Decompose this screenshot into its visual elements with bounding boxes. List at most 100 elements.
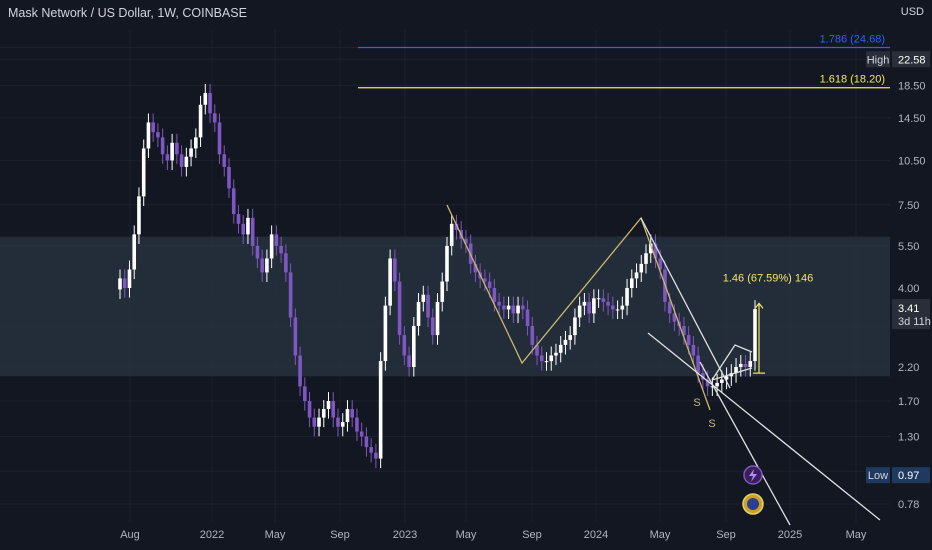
candle-body bbox=[710, 386, 715, 388]
trendline-lower-1 bbox=[647, 332, 881, 521]
candle-body bbox=[179, 154, 184, 167]
candle-body bbox=[691, 344, 696, 356]
candle-body bbox=[212, 113, 217, 123]
candle-body bbox=[615, 309, 620, 311]
candle-body bbox=[606, 301, 610, 306]
candle-body bbox=[321, 409, 326, 418]
candle-body bbox=[260, 258, 264, 273]
candle-body bbox=[355, 417, 359, 432]
price-tag-label: Low bbox=[868, 470, 888, 482]
currency-label[interactable]: USD bbox=[900, 6, 924, 18]
candle-body bbox=[407, 355, 411, 367]
candle-body bbox=[146, 122, 151, 149]
candle-body bbox=[336, 417, 340, 427]
price-tag-value-bg bbox=[892, 467, 930, 484]
y-tick-label: 0.78 bbox=[898, 499, 919, 511]
candle-body bbox=[246, 217, 250, 235]
candle-body bbox=[241, 223, 246, 235]
y-tick-label: 18.50 bbox=[898, 81, 926, 93]
candle-body bbox=[753, 309, 757, 362]
candle-body bbox=[402, 335, 407, 356]
candle-body bbox=[236, 214, 241, 224]
candle-body bbox=[516, 305, 520, 314]
candle-body bbox=[141, 148, 146, 197]
candle-body bbox=[132, 234, 137, 270]
candle-body bbox=[625, 287, 629, 306]
candle-body bbox=[298, 355, 302, 387]
pattern-annotation: S bbox=[693, 397, 700, 409]
candle-body bbox=[473, 263, 478, 273]
candle-body bbox=[629, 278, 634, 288]
candle-body bbox=[265, 258, 269, 273]
y-tick-label: 2.20 bbox=[898, 362, 919, 374]
candle-body bbox=[592, 298, 596, 314]
candle-body bbox=[317, 417, 321, 427]
candle-body bbox=[720, 379, 724, 383]
candle-body bbox=[288, 272, 293, 318]
candle-body bbox=[383, 305, 388, 362]
candle-body bbox=[160, 137, 165, 155]
candle-body bbox=[648, 243, 653, 254]
candle-body bbox=[506, 305, 511, 310]
time-axis[interactable]: Aug 2022 May Sep 2023 May Sep 2024 May Sep 2025 May bbox=[120, 529, 867, 541]
chart-title: Mask Network / US Dollar, 1W, COINBASE bbox=[8, 6, 247, 20]
price-tag-value: 0.97 bbox=[898, 470, 919, 482]
candle-body bbox=[293, 317, 298, 356]
candle-body bbox=[331, 401, 336, 418]
candle-body bbox=[549, 355, 554, 362]
candle-body bbox=[165, 154, 170, 161]
pattern-drawings: 1.46 (67.59%) 146 SS bbox=[446, 204, 881, 526]
candle-body bbox=[170, 142, 174, 161]
candle-body bbox=[653, 243, 658, 259]
last-price-value: 3.41 bbox=[898, 303, 919, 315]
candle-body bbox=[274, 234, 279, 246]
measure-label: 1.46 (67.59%) 146 bbox=[723, 272, 814, 284]
candle-body bbox=[544, 361, 549, 363]
candle-body bbox=[667, 301, 672, 314]
candle-body bbox=[672, 313, 677, 322]
candle-body bbox=[658, 258, 663, 270]
candle-body bbox=[454, 223, 459, 231]
candle-body bbox=[217, 122, 222, 155]
y-tick-label: 14.50 bbox=[898, 113, 926, 125]
price-tag-label-bg bbox=[866, 51, 890, 68]
candle-body bbox=[577, 305, 582, 318]
candle-body bbox=[374, 452, 378, 459]
candle-body bbox=[397, 281, 402, 336]
candle-body bbox=[748, 361, 753, 367]
support-resistance-zone bbox=[0, 236, 890, 377]
x-tick-label: Aug bbox=[120, 529, 140, 541]
candle-body bbox=[487, 281, 492, 288]
candle-body bbox=[194, 137, 198, 149]
candle-body bbox=[587, 301, 591, 314]
candle-body bbox=[445, 245, 449, 282]
candle-body bbox=[364, 436, 369, 448]
candle-body bbox=[611, 305, 615, 310]
candle-body bbox=[620, 305, 625, 310]
x-tick-label: 2022 bbox=[200, 529, 224, 541]
candle-body bbox=[231, 188, 236, 215]
lightning-glyph-icon bbox=[749, 469, 757, 482]
zigzag-pattern-line bbox=[446, 204, 711, 411]
candle-body bbox=[734, 366, 738, 374]
candle-body bbox=[388, 258, 392, 306]
candle-body bbox=[530, 325, 535, 345]
candle-body bbox=[122, 278, 127, 288]
candle-body bbox=[701, 373, 705, 380]
candle-body bbox=[250, 217, 255, 246]
price-tag-value: 22.58 bbox=[898, 54, 926, 66]
candle-body bbox=[435, 301, 440, 336]
candle-body bbox=[421, 294, 426, 302]
last-price-countdown: 3d 11h bbox=[898, 316, 931, 328]
candle-body bbox=[502, 305, 506, 310]
candle-body bbox=[520, 305, 525, 310]
price-axis[interactable]: 0.78 1.30 1.70 2.20 4.00 5.50 7.50 10.50 14.50 18… bbox=[866, 51, 931, 511]
y-tick-label: 1.30 bbox=[898, 431, 919, 443]
candle-body bbox=[738, 364, 743, 367]
candle-body bbox=[573, 317, 577, 336]
candle-body bbox=[743, 364, 748, 367]
candle-body bbox=[412, 325, 416, 367]
candle-body bbox=[303, 386, 307, 402]
flag-line bbox=[711, 344, 753, 381]
